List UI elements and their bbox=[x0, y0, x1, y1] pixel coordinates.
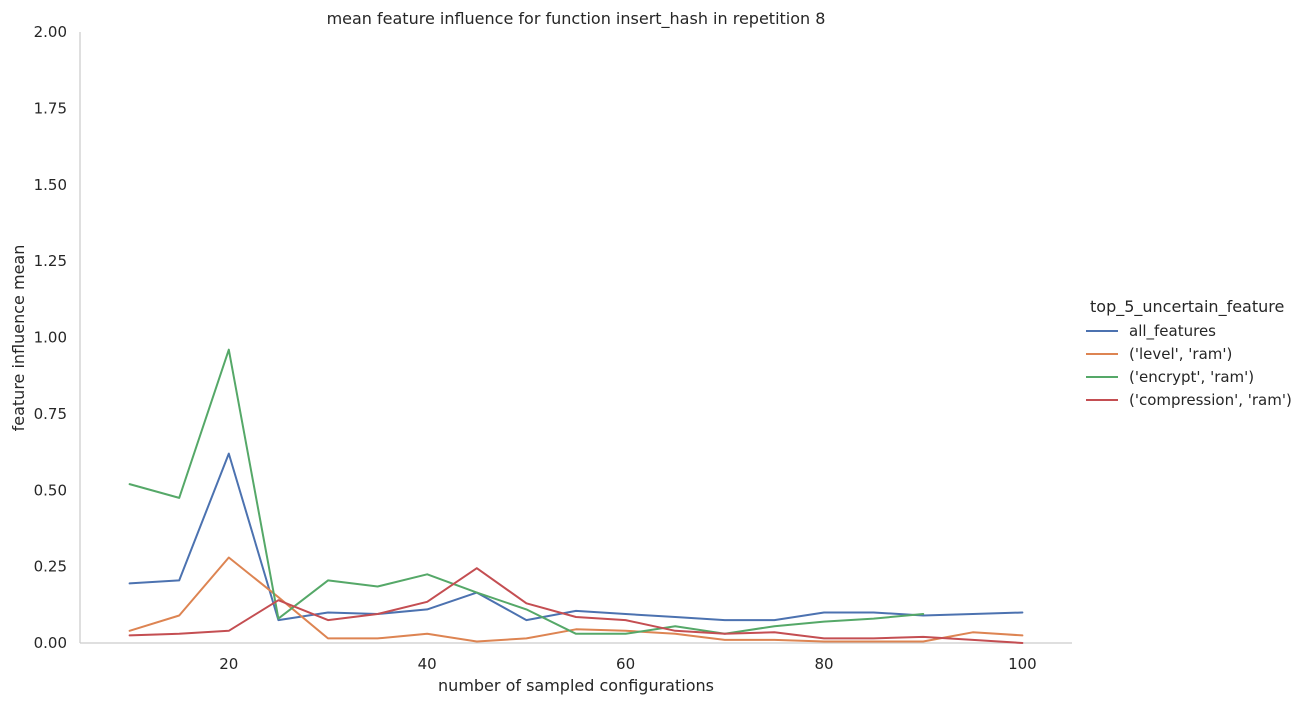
x-tick-label: 20 bbox=[219, 655, 238, 673]
x-tick-label: 100 bbox=[1008, 655, 1037, 673]
y-tick-label: 1.75 bbox=[34, 99, 67, 117]
x-tick-label: 40 bbox=[418, 655, 437, 673]
chart-title: mean feature influence for function inse… bbox=[327, 9, 826, 29]
legend-label-2: ('encrypt', 'ram') bbox=[1129, 368, 1254, 386]
series-lines bbox=[128, 348, 1024, 644]
legend: top_5_uncertain_feature all_features ('le… bbox=[1086, 297, 1292, 409]
legend-label-1: ('level', 'ram') bbox=[1129, 345, 1232, 363]
series-line-2 bbox=[128, 348, 925, 635]
y-tick-label: 1.25 bbox=[34, 252, 67, 270]
legend-label-3: ('compression', 'ram') bbox=[1129, 391, 1292, 409]
x-axis-title: number of sampled configurations bbox=[438, 676, 714, 695]
y-tick-label: 1.50 bbox=[34, 176, 67, 194]
y-tick-labels: 0.00 0.25 0.50 0.75 1.00 1.25 1.50 1.75 2.00 bbox=[34, 23, 67, 652]
y-tick-label: 0.00 bbox=[34, 634, 67, 652]
y-tick-label: 0.75 bbox=[34, 405, 67, 423]
y-tick-label: 2.00 bbox=[34, 23, 67, 41]
legend-title: top_5_uncertain_feature bbox=[1090, 297, 1284, 317]
y-tick-label: 0.25 bbox=[34, 558, 67, 576]
y-axis-title: feature influence mean bbox=[9, 245, 28, 432]
x-tick-label: 60 bbox=[616, 655, 635, 673]
legend-label-0: all_features bbox=[1129, 322, 1216, 341]
y-tick-label: 1.00 bbox=[34, 329, 67, 347]
x-tick-label: 80 bbox=[814, 655, 833, 673]
series-line-1 bbox=[128, 556, 1024, 643]
legend-entries: all_features ('level', 'ram') ('encrypt', … bbox=[1086, 322, 1292, 409]
series-line-0 bbox=[128, 452, 1024, 622]
y-tick-label: 0.50 bbox=[34, 481, 67, 499]
x-tick-labels: 20 40 60 80 100 bbox=[219, 655, 1036, 673]
series-line-3 bbox=[128, 567, 1024, 644]
